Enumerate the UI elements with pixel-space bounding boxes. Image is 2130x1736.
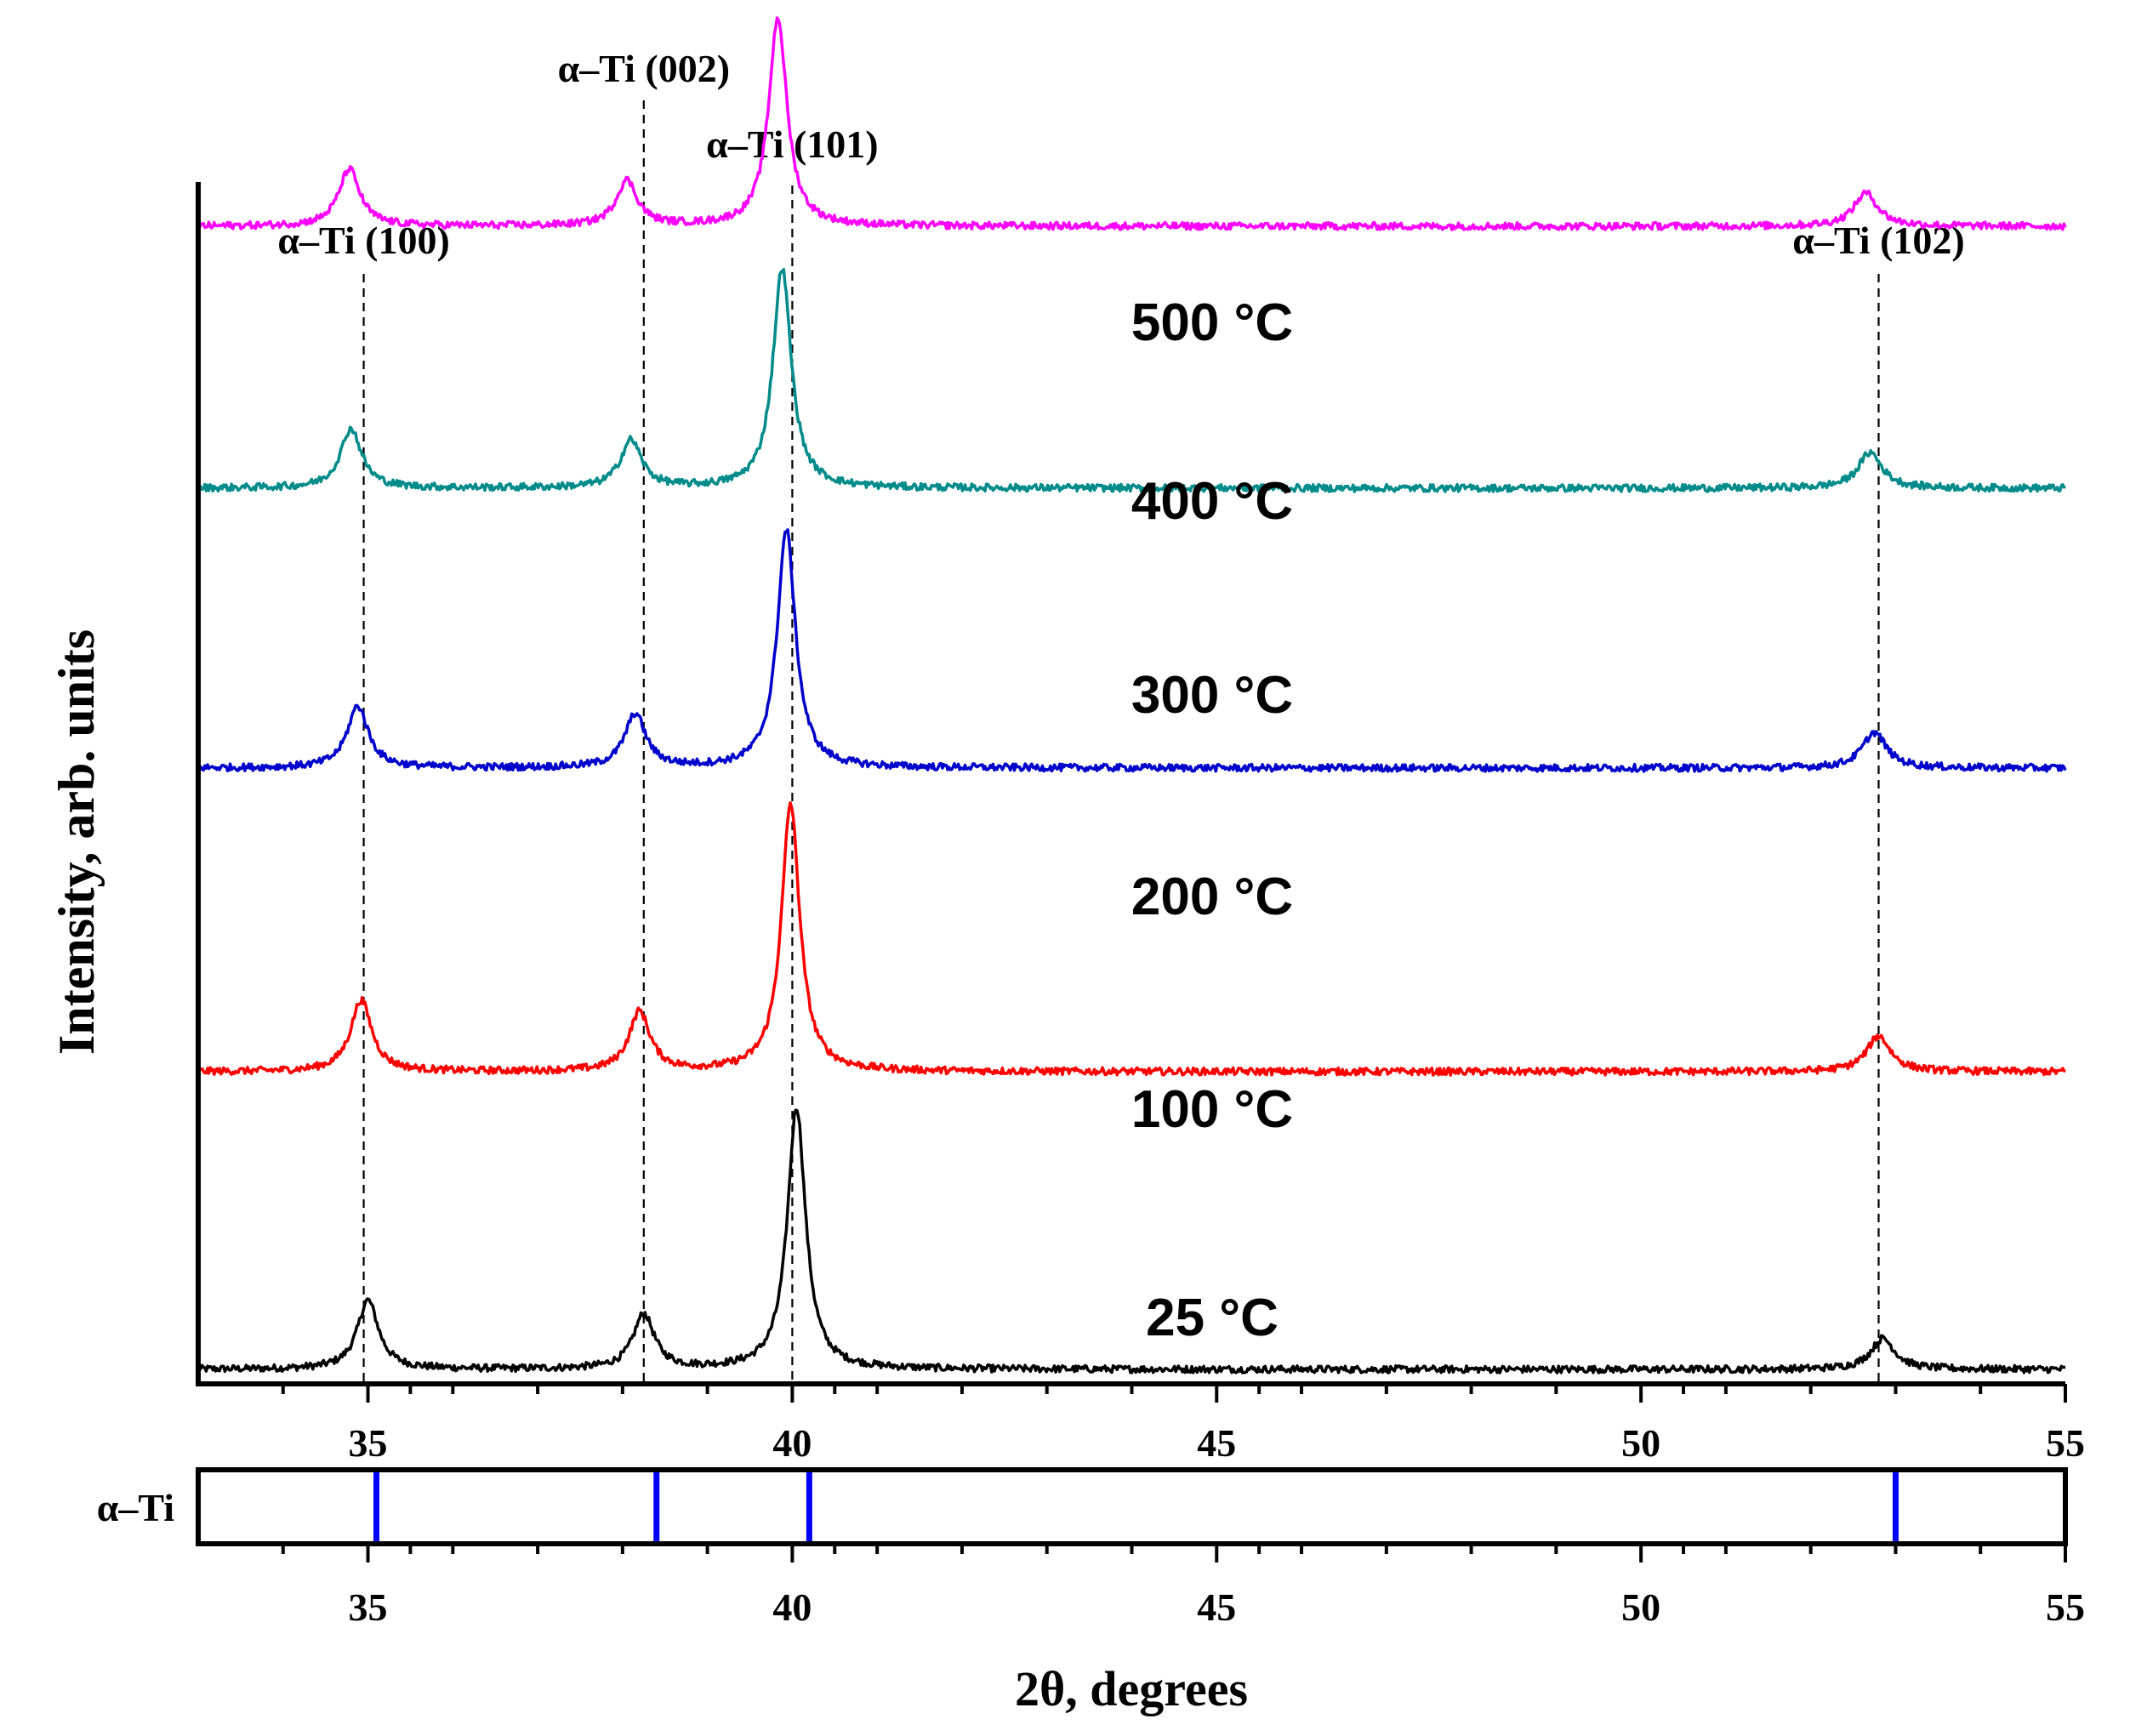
x-tick-label: 50 bbox=[1621, 1585, 1660, 1629]
series-line bbox=[196, 801, 2066, 1077]
x-tick-label: 40 bbox=[772, 1421, 812, 1465]
axis-text: Intensity, arb. units 2θ, degrees α–Ti bbox=[48, 629, 1248, 1716]
series-line bbox=[196, 268, 2066, 493]
series-label: 500 °C bbox=[1131, 293, 1293, 352]
main-plot-axes: 35 40 45 50 55 bbox=[196, 182, 2085, 1465]
x-tick-label: 35 bbox=[349, 1585, 388, 1629]
x-tick-label: 35 bbox=[349, 1421, 388, 1465]
series-label: 300 °C bbox=[1131, 666, 1293, 725]
y-axis-label: Intensity, arb. units bbox=[48, 629, 105, 1055]
series-line bbox=[196, 16, 2067, 231]
series-label: 25 °C bbox=[1146, 1289, 1279, 1347]
series-label: 400 °C bbox=[1131, 472, 1293, 531]
x-tick-label: 50 bbox=[1621, 1421, 1660, 1465]
xrd-series-layer bbox=[196, 16, 2067, 1375]
series-line bbox=[197, 528, 2067, 773]
x-tick-label: 45 bbox=[1197, 1421, 1236, 1465]
reference-peak-label: α–Ti (002) bbox=[558, 47, 730, 90]
x-tick-label: 45 bbox=[1197, 1585, 1236, 1629]
x-axis-label: 2θ, degrees bbox=[1015, 1661, 1248, 1716]
x-tick-label: 55 bbox=[2046, 1421, 2085, 1465]
x-tick-label: 55 bbox=[2046, 1585, 2085, 1629]
series-line bbox=[196, 1108, 2066, 1375]
series-labels: 25 °C 100 °C 200 °C 300 °C 400 °C 500 °C bbox=[1131, 293, 1293, 1347]
reference-pattern-panel: 35 40 45 50 55 bbox=[196, 1467, 2085, 1629]
x-tick-label: 40 bbox=[772, 1585, 812, 1629]
reference-pattern-label: α–Ti bbox=[97, 1486, 175, 1529]
reference-dashed-lines bbox=[362, 100, 1880, 1386]
series-label: 200 °C bbox=[1131, 868, 1293, 926]
reference-panel-frame bbox=[196, 1467, 2068, 1546]
series-label: 100 °C bbox=[1131, 1080, 1293, 1139]
